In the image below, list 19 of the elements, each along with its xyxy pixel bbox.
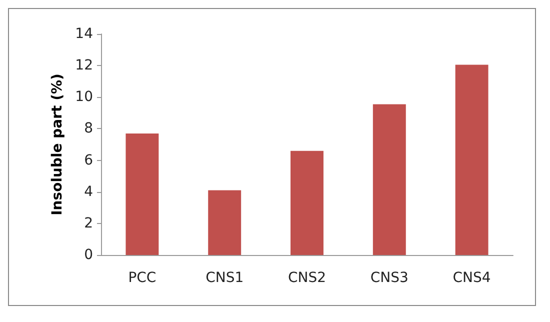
y-tick-label: 2 [84,215,93,232]
x-tick-label: CNS1 [206,270,244,286]
y-tick-label: 8 [84,120,93,137]
bar [372,104,406,255]
y-tick-label: 14 [75,26,94,42]
y-tick-label: 0 [84,247,93,263]
x-tick-label: PCC [128,270,156,286]
x-tick-label: CNS3 [370,270,408,286]
bar [208,190,242,255]
y-tick-label: 12 [75,58,93,74]
bar [455,64,488,255]
y-tick-label: 10 [75,89,93,106]
y-tick-label: 6 [84,152,94,168]
bar [290,150,324,255]
x-tick-label: CNS2 [288,270,326,286]
y-tick-label: 4 [84,184,94,200]
bar [126,133,159,255]
x-tick-label: CNS4 [452,270,491,286]
y-axis-title: Insoluble part (%) [49,74,66,216]
